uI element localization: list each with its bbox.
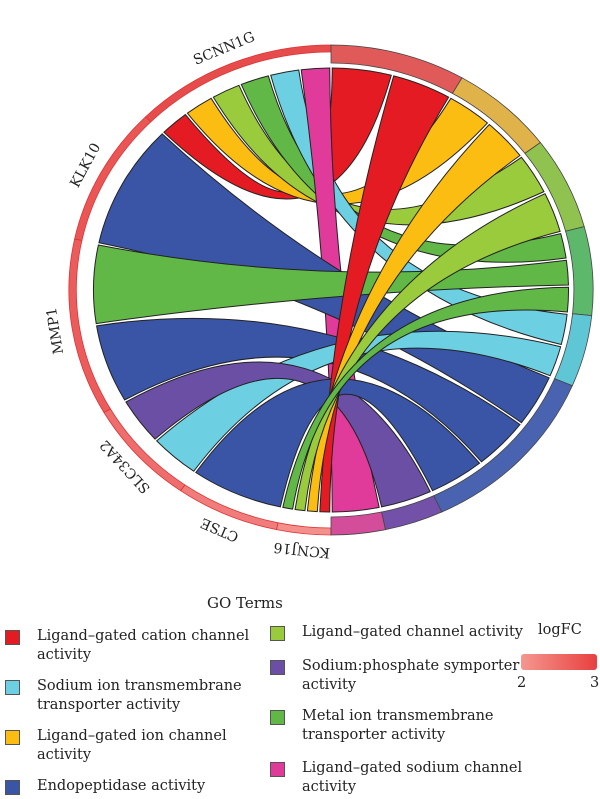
legend-swatch xyxy=(270,710,285,725)
ribbon-ctse-endopeptidase-activity xyxy=(195,378,481,508)
legend-item-sodium-transporter: Sodium ion transmembrane transporter acti… xyxy=(5,677,242,715)
legend-swatch xyxy=(270,660,285,675)
gene-arc-mmp1 xyxy=(68,238,112,414)
gene-arc-klk10 xyxy=(74,116,152,241)
colorbar-max-label: 3 xyxy=(590,675,600,691)
legend-swatch xyxy=(5,780,20,795)
legend-swatch xyxy=(5,630,20,645)
legend-item-endopeptidase: Endopeptidase activity xyxy=(5,777,205,796)
ribbon-slc34a2-sodium-ion-transmembrane-transporter-activity xyxy=(155,330,562,472)
ribbons xyxy=(92,67,570,513)
gene-label-kcnj16: KCNJ16 xyxy=(273,539,331,561)
legend-item-sodium-channel: Ligand–gated sodium channel activity xyxy=(270,759,522,797)
legend-swatch xyxy=(5,730,20,745)
legend-item-metal-ion: Metal ion transmembrane transporter activ… xyxy=(270,707,494,745)
ribbon-kcnj16-ligand-gated-channel-activity xyxy=(294,193,561,512)
term-arc-metal-ion-transmembrane-transporter-activity xyxy=(565,226,594,317)
gene-label-slc34a2: SLC34A2 xyxy=(97,436,154,496)
legend-item-cation-channel: Ligand–gated cation channel activity xyxy=(5,627,249,665)
gene-arc-kcnj16 xyxy=(276,522,332,536)
colorbar-title: logFC xyxy=(538,622,582,638)
ribbon-scnn1g-ligand-gated-cation-channel-activity xyxy=(163,67,392,200)
ribbon-slc34a2-sodium-phosphate-symporter-activity xyxy=(125,361,431,508)
gene-arc-ctse xyxy=(180,484,279,531)
gene-label-mmp1: MMP1 xyxy=(44,306,67,355)
gene-arc-slc34a2 xyxy=(103,408,186,492)
ribbon-mmp1-metal-ion-transmembrane-transporter-activity xyxy=(92,244,569,325)
colorbar-min-label: 2 xyxy=(517,675,527,691)
ribbon-scnn1g-ligand-gated-ion-channel-activity xyxy=(186,97,489,205)
legend-item-channel: Ligand–gated channel activity xyxy=(270,623,523,642)
term-arc-ligand-gated-sodium-channel-activity xyxy=(330,511,386,536)
legend-item-ion-channel: Ligand–gated ion channel activity xyxy=(5,727,227,765)
legend-swatch xyxy=(270,762,285,777)
legend-swatch xyxy=(270,626,285,641)
legend-swatch xyxy=(5,680,20,695)
ribbon-kcnj16-metal-ion-transmembrane-transporter-activity xyxy=(282,286,570,510)
legend-item-symporter: Sodium:phosphate symporter activity xyxy=(270,657,519,695)
gene-label-ctse: CTSE xyxy=(198,514,241,545)
colorbar-gradient xyxy=(521,654,597,670)
legend-title: GO Terms xyxy=(207,594,283,612)
